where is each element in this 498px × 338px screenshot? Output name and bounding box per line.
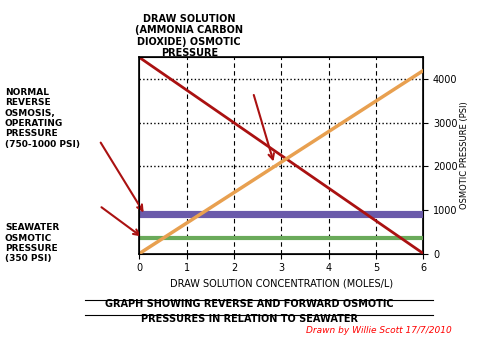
- Text: NORMAL
REVERSE
OSMOSIS,
OPERATING
PRESSURE
(750-1000 PSI): NORMAL REVERSE OSMOSIS, OPERATING PRESSU…: [5, 88, 80, 149]
- Text: Drawn by Willie Scott 17/7/2010: Drawn by Willie Scott 17/7/2010: [306, 325, 451, 335]
- Text: GRAPH SHOWING REVERSE AND FORWARD OSMOTIC: GRAPH SHOWING REVERSE AND FORWARD OSMOTI…: [105, 299, 393, 309]
- Text: PRESSURES IN RELATION TO SEAWATER: PRESSURES IN RELATION TO SEAWATER: [140, 314, 358, 324]
- Text: DRAW SOLUTION
(AMMONIA CARBON
DIOXIDE) OSMOTIC
PRESSURE: DRAW SOLUTION (AMMONIA CARBON DIOXIDE) O…: [135, 14, 243, 58]
- Y-axis label: OSMOTIC PRESSURE (PSI): OSMOTIC PRESSURE (PSI): [461, 102, 470, 209]
- X-axis label: DRAW SOLUTION CONCENTRATION (MOLES/L): DRAW SOLUTION CONCENTRATION (MOLES/L): [170, 279, 393, 289]
- Text: SEAWATER
OSMOTIC
PRESSURE
(350 PSI): SEAWATER OSMOTIC PRESSURE (350 PSI): [5, 223, 59, 263]
